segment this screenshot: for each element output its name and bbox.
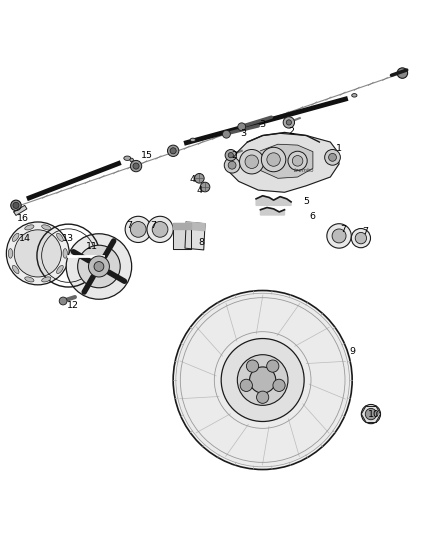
- Circle shape: [328, 154, 336, 161]
- Circle shape: [200, 182, 210, 192]
- Ellipse shape: [57, 233, 63, 241]
- Polygon shape: [14, 205, 27, 215]
- Circle shape: [361, 405, 381, 424]
- Text: 4: 4: [190, 175, 196, 184]
- Text: 15: 15: [141, 151, 153, 160]
- Circle shape: [225, 149, 237, 161]
- Ellipse shape: [352, 94, 357, 97]
- Circle shape: [261, 147, 286, 172]
- Text: 6: 6: [310, 212, 316, 221]
- Text: 13: 13: [62, 233, 74, 243]
- Polygon shape: [261, 144, 313, 179]
- Ellipse shape: [124, 156, 131, 160]
- Circle shape: [66, 234, 132, 299]
- Text: 4: 4: [196, 185, 202, 195]
- Ellipse shape: [25, 277, 34, 282]
- Ellipse shape: [63, 248, 67, 258]
- Circle shape: [325, 149, 340, 165]
- Circle shape: [332, 229, 346, 243]
- Circle shape: [14, 230, 61, 277]
- Ellipse shape: [190, 138, 195, 142]
- Ellipse shape: [42, 225, 51, 230]
- Circle shape: [133, 163, 139, 169]
- Circle shape: [288, 151, 307, 171]
- Circle shape: [250, 367, 276, 393]
- Circle shape: [247, 360, 259, 372]
- Circle shape: [88, 256, 110, 277]
- Circle shape: [170, 148, 176, 154]
- Text: 2: 2: [288, 127, 294, 136]
- Circle shape: [240, 149, 264, 174]
- Ellipse shape: [42, 277, 51, 282]
- Circle shape: [11, 200, 21, 211]
- Circle shape: [131, 160, 142, 172]
- Text: brembo: brembo: [294, 168, 314, 173]
- Circle shape: [267, 153, 280, 166]
- Circle shape: [365, 408, 377, 420]
- Circle shape: [152, 222, 168, 237]
- Ellipse shape: [12, 233, 19, 241]
- Circle shape: [167, 145, 179, 157]
- Circle shape: [78, 245, 120, 288]
- Ellipse shape: [8, 248, 13, 258]
- Polygon shape: [228, 133, 339, 192]
- Circle shape: [94, 262, 104, 271]
- Polygon shape: [173, 223, 191, 229]
- Text: 12: 12: [67, 301, 79, 310]
- Ellipse shape: [130, 158, 134, 161]
- Text: 7: 7: [362, 227, 368, 236]
- Circle shape: [292, 156, 303, 166]
- Text: 1: 1: [336, 144, 342, 153]
- Circle shape: [238, 123, 246, 131]
- Polygon shape: [173, 223, 191, 249]
- Circle shape: [228, 161, 236, 169]
- Circle shape: [245, 155, 258, 168]
- Text: 8: 8: [198, 238, 205, 247]
- Circle shape: [7, 222, 69, 285]
- Polygon shape: [261, 207, 285, 215]
- Circle shape: [397, 68, 408, 78]
- Text: 9: 9: [349, 347, 355, 356]
- Text: 14: 14: [19, 233, 31, 243]
- Ellipse shape: [25, 225, 34, 230]
- Circle shape: [176, 293, 350, 467]
- Ellipse shape: [12, 265, 19, 273]
- Circle shape: [173, 290, 352, 470]
- Circle shape: [194, 174, 204, 183]
- Circle shape: [240, 379, 252, 391]
- Text: 3: 3: [260, 120, 266, 129]
- Text: 3: 3: [240, 129, 246, 138]
- Circle shape: [131, 222, 146, 237]
- Circle shape: [228, 152, 233, 158]
- Text: 7: 7: [340, 225, 346, 234]
- Circle shape: [125, 216, 151, 243]
- Text: 5: 5: [304, 197, 309, 206]
- Circle shape: [257, 391, 269, 403]
- Text: 7: 7: [127, 221, 132, 230]
- Circle shape: [223, 130, 230, 138]
- Circle shape: [283, 117, 294, 128]
- Polygon shape: [256, 196, 291, 205]
- Text: 10: 10: [368, 410, 380, 419]
- Text: 7: 7: [150, 221, 156, 230]
- Polygon shape: [185, 222, 205, 250]
- Circle shape: [221, 338, 304, 422]
- Circle shape: [59, 297, 67, 305]
- Circle shape: [286, 120, 291, 125]
- Circle shape: [273, 379, 285, 391]
- Text: 2: 2: [231, 151, 237, 160]
- Circle shape: [355, 232, 367, 244]
- Circle shape: [351, 229, 371, 248]
- Circle shape: [224, 157, 240, 173]
- Circle shape: [237, 354, 288, 405]
- Polygon shape: [185, 222, 205, 231]
- Circle shape: [267, 360, 279, 372]
- Circle shape: [147, 216, 173, 243]
- Circle shape: [13, 203, 19, 208]
- Circle shape: [327, 224, 351, 248]
- Ellipse shape: [57, 265, 63, 273]
- Text: 16: 16: [17, 214, 28, 223]
- Text: 11: 11: [86, 243, 99, 252]
